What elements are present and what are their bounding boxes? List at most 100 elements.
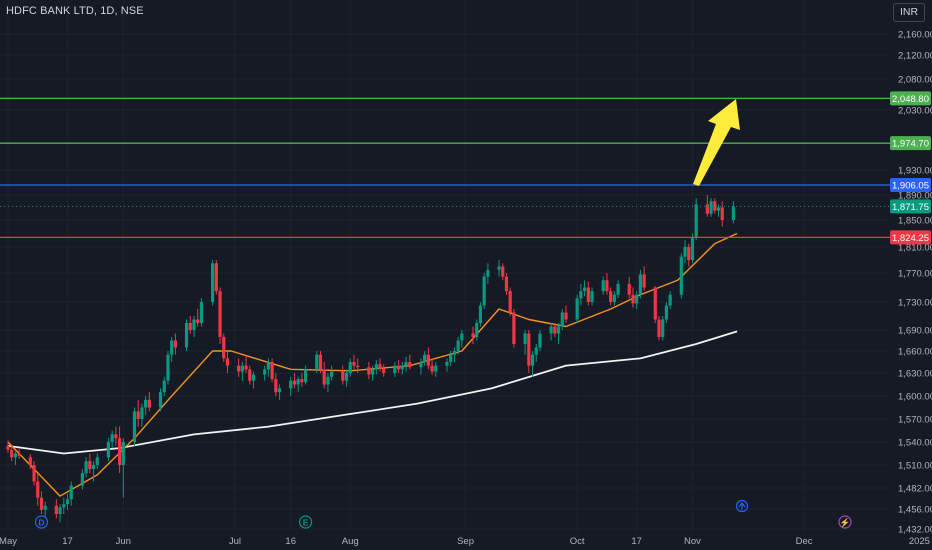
candle-body [642, 274, 646, 288]
price-tick-label: 1,660.00 [898, 347, 932, 358]
candle-body [274, 379, 278, 393]
price-tick-label: 2,030.00 [898, 106, 932, 117]
candle-body [475, 323, 479, 337]
candle [28, 454, 32, 470]
candle [251, 371, 256, 389]
candle [530, 351, 535, 377]
candle-body [705, 204, 709, 214]
candle [635, 291, 639, 309]
arrow-shape [693, 99, 740, 186]
candle [36, 473, 40, 506]
candle [218, 287, 222, 344]
candle [118, 426, 122, 474]
candle-body [330, 371, 334, 377]
price-tick-label: 1,930.00 [898, 166, 932, 177]
price-tick-label: 1,890.00 [898, 191, 932, 202]
candle-body [173, 340, 177, 348]
candle-body [106, 442, 111, 458]
candle [471, 326, 475, 344]
candle [348, 358, 352, 377]
candle [374, 359, 378, 375]
candle [501, 263, 505, 281]
candle-body [679, 256, 683, 295]
candle-body [199, 302, 204, 323]
candle-body [266, 362, 270, 370]
candle-body [501, 266, 505, 277]
candle-body [504, 276, 509, 292]
candle-body [400, 365, 404, 370]
candle-body [575, 298, 579, 320]
candle-body [32, 465, 36, 482]
candle-body [601, 280, 605, 292]
candle [590, 287, 594, 306]
candle-body [527, 333, 531, 366]
event-marker-letter: E [303, 518, 309, 528]
candle [612, 291, 616, 306]
price-tick-label: 1,850.00 [898, 216, 932, 227]
candle [478, 302, 483, 327]
candle-body [530, 354, 535, 366]
symbol-title[interactable]: HDFC BANK LTD, 1D, NSE [6, 5, 144, 17]
candle-body [612, 294, 616, 302]
candle-body [84, 461, 88, 474]
candle-body [352, 362, 356, 366]
horizontal-levels[interactable] [0, 97, 890, 239]
candle [315, 351, 319, 373]
time-tick-label: Aug [342, 536, 359, 547]
candle-body [214, 263, 218, 292]
candle-body [471, 333, 475, 337]
candle-body [95, 457, 99, 465]
candle-body [17, 453, 21, 456]
candle [322, 362, 326, 389]
candle-body [687, 247, 691, 260]
candle-body [188, 323, 192, 330]
ema-slow-line [7, 330, 738, 455]
candle [6, 440, 10, 453]
candle [326, 373, 330, 393]
candle-body [683, 247, 687, 257]
event-marker: ⚡ [838, 515, 852, 529]
candle-body [367, 367, 371, 375]
candle-body [13, 453, 18, 458]
candle-body [322, 369, 326, 385]
candle-body [147, 399, 151, 408]
candle-body [445, 362, 449, 366]
candle [534, 344, 538, 362]
candle-body [263, 369, 267, 375]
event-marker-letter: ⚡ [840, 518, 851, 529]
candle [277, 384, 282, 400]
candle [13, 451, 18, 465]
candle [657, 316, 661, 341]
candle-body [80, 473, 84, 486]
candle-body [731, 206, 735, 220]
candle [423, 351, 427, 366]
candle [512, 309, 516, 348]
candle-body [277, 388, 282, 393]
candle [173, 333, 177, 355]
event-markers[interactable]: DE⚡E [34, 499, 932, 529]
candle-body [426, 354, 430, 366]
candle [445, 358, 449, 372]
candle [65, 493, 70, 510]
candle-body [408, 362, 412, 368]
candle-body [478, 305, 483, 323]
candle [192, 316, 196, 337]
candle [449, 351, 453, 366]
candle-body [192, 319, 196, 330]
candle [270, 358, 274, 383]
level-label: 1,974.70 [892, 139, 929, 150]
currency-button[interactable]: INR [893, 3, 925, 22]
candle [91, 461, 96, 482]
candle [694, 198, 698, 241]
level-label: 1,824.25 [892, 233, 929, 244]
time-tick-label: 17 [62, 536, 73, 547]
trend-arrow-drawing[interactable] [693, 99, 740, 186]
candle-body [664, 305, 669, 320]
candle [170, 337, 174, 362]
candle-body [616, 283, 620, 295]
candle [318, 351, 323, 373]
candle-body [586, 287, 590, 302]
candle-body [54, 505, 58, 514]
candle-body [482, 276, 486, 306]
